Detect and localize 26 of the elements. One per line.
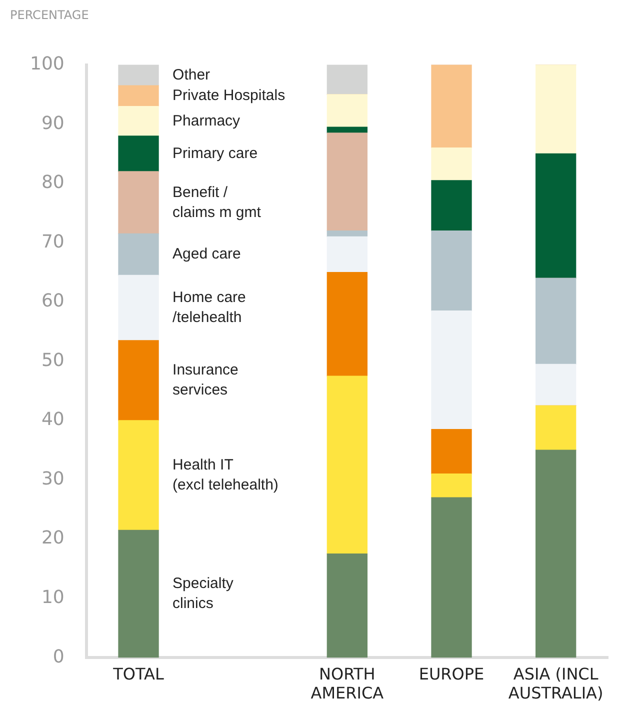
- series-label: Primary care: [172, 144, 258, 162]
- y-tick-label: 80: [41, 172, 64, 194]
- y-tick-label: 40: [41, 409, 64, 430]
- series-label: Insurance services: [172, 362, 238, 399]
- y-tick-label: 10: [41, 586, 64, 608]
- x-tick-label: TOTAL: [112, 664, 164, 684]
- series-label: Benefit / claims m gmt: [172, 184, 262, 221]
- y-tick-label: 70: [41, 231, 64, 252]
- series-label: Private Hospitals: [172, 87, 286, 104]
- y-tick-label: 20: [41, 528, 64, 549]
- x-tick-label: NORTH AMERICA: [310, 664, 384, 703]
- series-label: Home care /telehealth: [172, 288, 246, 326]
- x-tick-label: ASIA (INCL AUSTRALIA): [508, 664, 604, 703]
- y-tick-label: 0: [52, 646, 64, 668]
- series-label: Health IT (excl telehealth): [172, 456, 278, 494]
- y-tick-label: 30: [41, 468, 64, 490]
- series-label: Other: [172, 66, 210, 84]
- y-tick-label: 50: [41, 350, 64, 371]
- y-tick-label: 90: [41, 112, 64, 134]
- y-tick-label: 60: [41, 290, 64, 312]
- series-label: Aged care: [172, 246, 241, 263]
- y-tick-label: 100: [30, 53, 64, 74]
- series-label: Pharmacy: [172, 112, 241, 130]
- series-label: Specialty clinics: [172, 575, 234, 612]
- y-axis-title: PERCENTAGE: [10, 8, 90, 22]
- x-tick-label: EUROPE: [418, 664, 484, 684]
